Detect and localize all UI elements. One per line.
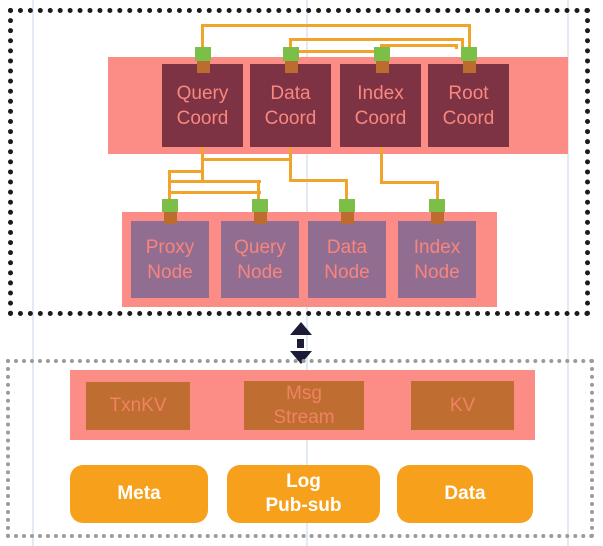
connector-line [289,38,292,49]
log-pubsub-store-label: Log Pub-sub [265,471,342,516]
connector-line [461,38,464,49]
port-connector-icon [164,212,177,224]
msg-stream-label: Msg Stream [273,382,335,428]
top-section-border [8,8,590,316]
query-coord-label: Query Coord [176,82,229,129]
connector-line [201,24,471,27]
root-coord-label: Root Coord [442,82,495,129]
connector-line [455,44,458,49]
connector-line [257,180,260,200]
index-node-box: Index Node [398,221,476,298]
data-node-label: Data Node [324,236,370,283]
arrow-shaft [297,339,304,348]
connector-line [168,191,261,194]
data-coord-box: Data Coord [250,64,331,147]
port-connector-icon [431,212,444,224]
connector-line [299,50,376,53]
arrowhead-up-icon [290,322,312,335]
proxy-node-box: Proxy Node [131,221,209,298]
txnkv-box: TxnKV [86,382,190,430]
connector-line [168,180,261,183]
index-node-label: Index Node [413,236,461,283]
connector-line [168,170,204,173]
connector-line [289,179,348,182]
root-coord-box: Root Coord [428,64,509,147]
query-node-box: Query Node [221,221,299,298]
connector-line [345,179,348,200]
index-coord-box: Index Coord [340,64,421,147]
connector-line [201,24,204,49]
port-connector-icon [341,212,354,224]
port-connector-icon [162,199,178,212]
port-connector-icon [283,47,299,61]
connector-line [436,181,439,200]
connector-line [380,181,439,184]
query-coord-box: Query Coord [162,64,243,147]
port-connector-icon [195,47,211,61]
connector-line [201,147,204,183]
connector-line [380,44,458,47]
data-store-box: Data [397,465,533,523]
log-pubsub-store-box: Log Pub-sub [227,465,380,523]
port-connector-icon [339,199,355,212]
kv-label: KV [449,394,476,416]
connector-line [168,170,171,200]
port-connector-icon [374,47,390,61]
meta-store-label: Meta [117,483,161,504]
port-connector-icon [463,60,476,73]
port-connector-icon [461,47,477,61]
connector-line [468,24,471,49]
txnkv-label: TxnKV [109,395,167,416]
query-node-label: Query Node [234,236,286,283]
port-connector-icon [429,199,445,212]
port-connector-icon [197,60,210,73]
data-coord-label: Data Coord [264,82,317,129]
guide-line [32,0,34,546]
msg-stream-box: Msg Stream [244,381,364,430]
port-connector-icon [252,199,268,212]
connector-line [201,158,292,161]
port-connector-icon [254,212,267,224]
port-connector-icon [285,60,298,73]
connector-line [289,38,464,41]
guide-line [567,0,569,546]
data-store-label: Data [444,483,486,504]
data-node-box: Data Node [308,221,386,298]
bottom-section-border [6,359,594,538]
kv-box: KV [411,381,514,430]
proxy-node-label: Proxy Node [145,236,195,283]
connector-line [289,147,292,182]
meta-store-box: Meta [70,465,208,523]
port-connector-icon [376,60,389,73]
index-coord-label: Index Coord [354,82,407,129]
connector-line [380,147,383,184]
